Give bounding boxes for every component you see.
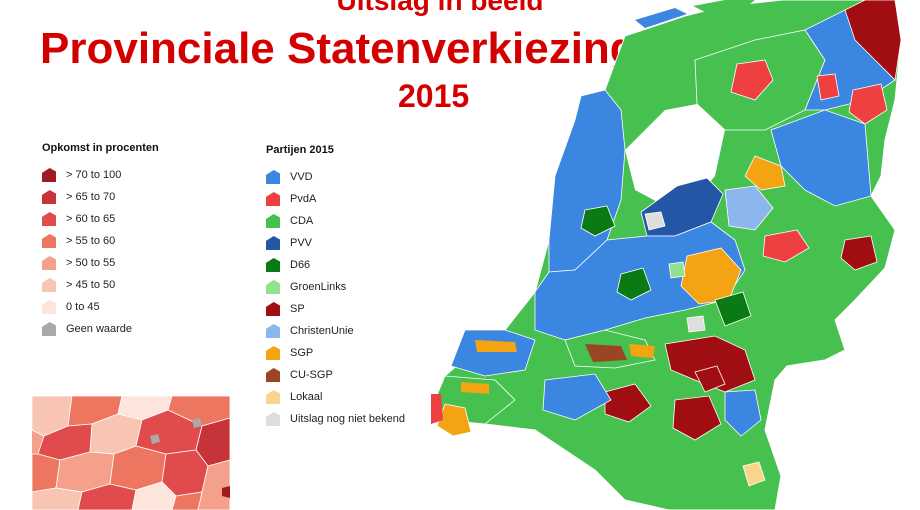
party-legend-item: SGP	[266, 342, 405, 364]
legend-label: > 60 to 65	[66, 213, 116, 225]
legend-label: SP	[290, 303, 305, 315]
party-legend-item: PVV	[266, 232, 405, 254]
turnout-legend-item: > 70 to 100	[42, 164, 159, 186]
legend-swatch	[266, 346, 280, 360]
party-legend-item: Lokaal	[266, 386, 405, 408]
legend-label: > 50 to 55	[66, 257, 116, 269]
page-title: Provinciale Statenverkiezingen	[40, 24, 689, 73]
legend-swatch	[42, 190, 56, 204]
legend-swatch	[42, 278, 56, 292]
turnout-legend: Opkomst in procenten > 70 to 100 > 65 to…	[42, 142, 159, 340]
legend-label: SGP	[290, 347, 314, 359]
legend-swatch	[266, 324, 280, 338]
turnout-legend-item: 0 to 45	[42, 296, 159, 318]
party-legend-title: Partijen 2015	[266, 144, 334, 156]
turnout-legend-item: > 55 to 60	[42, 230, 159, 252]
party-legend: Partijen 2015 VVD PvdA CDA PVV D66 Groen…	[266, 144, 405, 430]
legend-swatch	[42, 256, 56, 270]
results-map	[431, 0, 902, 510]
turnout-legend-item: > 50 to 55	[42, 252, 159, 274]
legend-label: > 55 to 60	[66, 235, 116, 247]
legend-swatch	[266, 258, 280, 272]
legend-swatch	[42, 168, 56, 182]
legend-label: > 70 to 100	[66, 169, 122, 181]
legend-swatch	[266, 170, 280, 184]
party-legend-item: CU-SGP	[266, 364, 405, 386]
turnout-legend-item: Geen waarde	[42, 318, 159, 340]
legend-label: PvdA	[290, 193, 317, 205]
legend-swatch	[266, 236, 280, 250]
party-legend-item: ChristenUnie	[266, 320, 405, 342]
legend-swatch	[266, 192, 280, 206]
party-legend-item: CDA	[266, 210, 405, 232]
legend-label: PVV	[290, 237, 313, 249]
legend-swatch	[266, 412, 280, 426]
party-legend-item: SP	[266, 298, 405, 320]
party-legend-item: VVD	[266, 166, 405, 188]
legend-swatch	[266, 302, 280, 316]
turnout-legend-item: > 65 to 70	[42, 186, 159, 208]
party-legend-item: Uitslag nog niet bekend	[266, 408, 405, 430]
legend-label: D66	[290, 259, 311, 271]
legend-label: > 45 to 50	[66, 279, 116, 291]
legend-label: CDA	[290, 215, 314, 227]
legend-swatch	[42, 300, 56, 314]
legend-swatch	[266, 280, 280, 294]
legend-swatch	[266, 214, 280, 228]
party-legend-item: PvdA	[266, 188, 405, 210]
election-year: 2015	[398, 78, 470, 114]
legend-swatch	[266, 368, 280, 382]
legend-swatch	[42, 322, 56, 336]
legend-label: ChristenUnie	[290, 325, 354, 337]
party-legend-item: GroenLinks	[266, 276, 405, 298]
legend-label: 0 to 45	[66, 301, 100, 313]
legend-label: Uitslag nog niet bekend	[290, 413, 405, 425]
turnout-legend-item: > 60 to 65	[42, 208, 159, 230]
legend-label: GroenLinks	[290, 281, 347, 293]
turnout-legend-item: > 45 to 50	[42, 274, 159, 296]
legend-label: Geen waarde	[66, 323, 133, 335]
legend-swatch	[42, 212, 56, 226]
legend-label: Lokaal	[290, 391, 323, 403]
party-legend-item: D66	[266, 254, 405, 276]
supertitle: Uitslag in beeld	[336, 0, 544, 16]
legend-label: VVD	[290, 171, 313, 183]
legend-label: CU-SGP	[290, 369, 333, 381]
legend-label: > 65 to 70	[66, 191, 116, 203]
turnout-inset-map	[32, 396, 230, 510]
legend-swatch	[42, 234, 56, 248]
turnout-legend-title: Opkomst in procenten	[42, 142, 159, 154]
legend-swatch	[266, 390, 280, 404]
